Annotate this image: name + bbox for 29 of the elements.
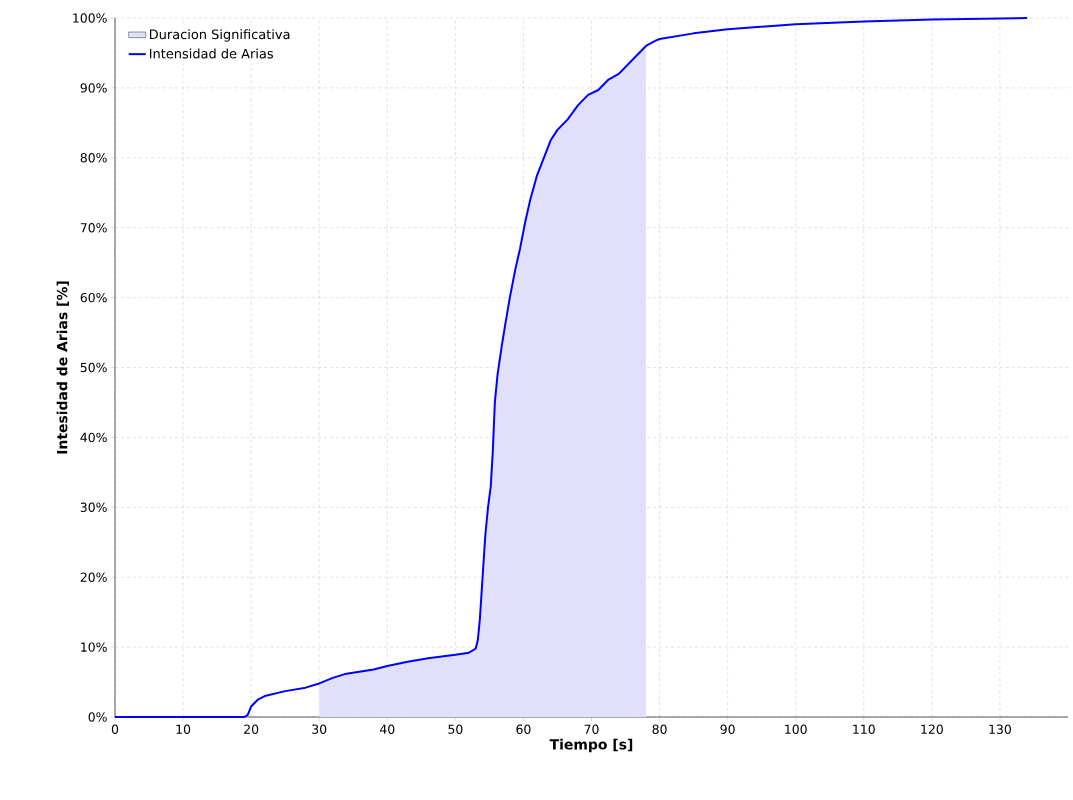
x-tick-label: 130 <box>989 724 1011 734</box>
y-tick-label: 100% <box>73 13 107 23</box>
x-tick-label: 120 <box>921 724 943 734</box>
y-tick-label: 40% <box>80 432 107 443</box>
x-tick-label: 10 <box>176 724 191 734</box>
x-tick-label: 60 <box>516 724 531 734</box>
y-tick-label: 90% <box>80 83 107 93</box>
legend-label: Duracion Significativa <box>149 29 290 42</box>
x-tick-label: 90 <box>720 724 735 734</box>
x-tick-label: 50 <box>448 724 463 734</box>
x-axis-title: Tiempo [s] <box>549 738 633 753</box>
x-tick-label: 20 <box>244 724 259 734</box>
y-tick-label: 0% <box>88 712 107 722</box>
y-tick-label: 20% <box>80 572 107 582</box>
x-tick-label: 100 <box>785 724 807 734</box>
y-tick-label: 70% <box>80 222 107 233</box>
y-tick-label: 10% <box>81 642 107 652</box>
y-tick-label: 50% <box>80 362 107 373</box>
y-axis-title: Intesidad de Arias [%] <box>56 281 70 454</box>
x-tick-label: 110 <box>853 724 875 734</box>
y-tick-label: 60% <box>80 292 107 303</box>
x-tick-label: 0 <box>111 724 119 734</box>
x-tick-label: 80 <box>652 724 667 734</box>
y-tick-label: 30% <box>80 502 107 512</box>
x-tick-label: 40 <box>379 724 395 734</box>
x-tick-label: 30 <box>312 724 327 734</box>
y-tick-label: 80% <box>80 153 107 163</box>
x-tick-label: 70 <box>584 724 599 734</box>
legend-label: Intensidad de Arias <box>149 48 273 59</box>
